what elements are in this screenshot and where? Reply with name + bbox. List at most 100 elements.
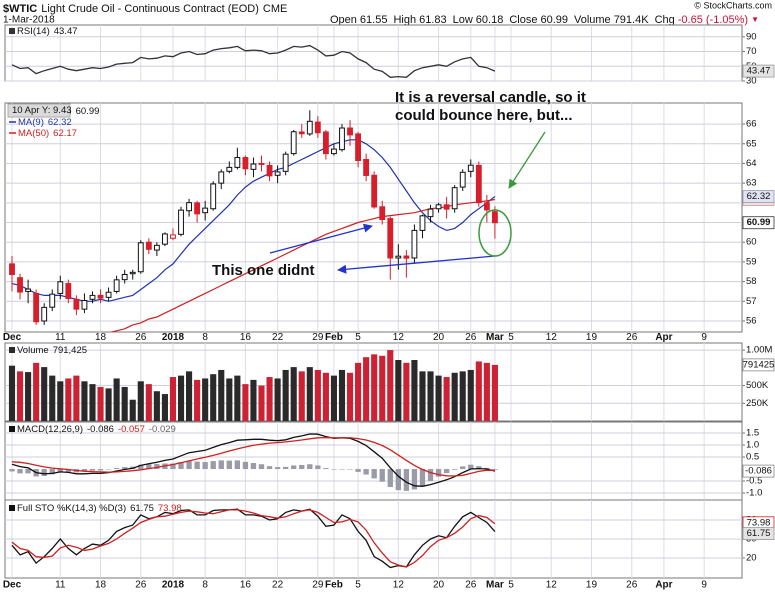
quote-value: 61.83 <box>419 14 447 26</box>
volume-bar <box>306 367 313 421</box>
legend-item: 62.17 <box>53 128 77 139</box>
volume-bar <box>97 386 104 421</box>
histogram-bar <box>363 469 369 475</box>
candle-body <box>41 306 48 322</box>
histogram-bar <box>452 469 458 470</box>
x-tick-label: 26 <box>135 580 147 591</box>
plots: 9070503056575859606162636465661.00M500K2… <box>3 24 775 591</box>
histogram-bar <box>49 469 55 475</box>
histogram-bar <box>258 464 265 470</box>
histogram-bar <box>476 466 482 470</box>
quote-label: High <box>393 14 416 26</box>
x-tick-label: 8 <box>202 580 208 591</box>
x-tick-label: 2018 <box>162 332 185 343</box>
plot-area <box>11 44 496 78</box>
histogram-bar <box>122 467 128 470</box>
y-tick-label: 63 <box>746 178 757 189</box>
candle-body <box>282 153 289 172</box>
volume-bar <box>129 399 136 421</box>
volume-bar <box>266 377 273 421</box>
volume-bar <box>57 381 64 421</box>
arrow <box>337 255 496 274</box>
candle-body <box>250 163 257 170</box>
volume-bar <box>33 362 40 421</box>
candle-body <box>234 157 241 168</box>
candle-body <box>467 164 474 172</box>
y-tick-label: 64 <box>746 158 757 169</box>
volume-bar <box>89 384 96 421</box>
volume-bar <box>282 369 289 421</box>
candle-body <box>306 120 313 135</box>
symbol: $WTIC <box>3 3 37 15</box>
candle-body <box>17 277 23 293</box>
x-tick-label: Apr <box>655 332 672 343</box>
volume-bar <box>186 371 193 421</box>
x-tick-label: 12 <box>546 332 558 343</box>
y-tick-label: 1.00M <box>746 345 772 356</box>
x-tick-label: 16 <box>240 580 252 591</box>
value-tag-box <box>742 190 775 203</box>
candle-body <box>105 291 112 298</box>
volume-bar <box>65 378 72 421</box>
value-tag: -0.086 <box>745 466 772 477</box>
arrow <box>269 223 373 254</box>
arrow <box>508 131 546 189</box>
candle-body <box>355 133 362 161</box>
legend-swatch <box>9 426 15 432</box>
x-tick-label: 19 <box>586 580 598 591</box>
volume-bar <box>169 377 177 421</box>
candle-body <box>483 202 490 211</box>
candle-body <box>73 298 80 310</box>
histogram-bar <box>154 464 160 470</box>
histogram-bar <box>331 469 337 470</box>
source: © StockCharts.com <box>694 0 772 10</box>
volume-bar <box>105 388 112 421</box>
candle-body <box>443 204 450 210</box>
histogram-bar <box>299 464 305 470</box>
x-tick-label: 26 <box>626 580 638 591</box>
candle-body <box>49 293 56 308</box>
histogram-bar <box>170 463 176 470</box>
x-tick-label: 18 <box>95 580 107 591</box>
histogram-bar <box>105 469 112 470</box>
candle-body <box>81 299 88 310</box>
candle-body <box>266 164 273 177</box>
candle-body <box>314 121 321 134</box>
value-tag-box <box>742 358 775 372</box>
y-tick-label: 1.5 <box>746 428 759 439</box>
volume-bar <box>49 375 56 421</box>
histogram-bar <box>460 466 466 470</box>
legend-item: MACD(12,26,9) <box>17 424 83 435</box>
value-tag-box <box>742 527 775 540</box>
volume-bar <box>459 371 466 421</box>
legend-item: -0.086 <box>87 424 114 435</box>
volume-bar <box>153 391 160 421</box>
legend-item: 60.99 <box>76 106 100 117</box>
legend-swatch <box>9 28 15 34</box>
histogram-bar <box>242 461 249 470</box>
volume-bar <box>435 375 442 421</box>
histogram-bar <box>403 469 410 491</box>
value-tag-box <box>742 216 775 230</box>
histogram-bar <box>379 469 385 482</box>
quote-label: Chg <box>655 14 675 26</box>
candle-body <box>258 162 265 165</box>
x-tick-label: 5 <box>508 332 514 343</box>
candle-body <box>178 209 184 235</box>
candle-body <box>411 229 418 259</box>
candle-body <box>242 157 249 170</box>
value-tag-box <box>742 64 775 78</box>
x-tick-label: 12 <box>393 580 405 591</box>
histogram-bar <box>25 469 31 474</box>
y-tick-label: 58 <box>746 276 757 287</box>
indicator-line <box>11 508 496 569</box>
legend-item: -0.029 <box>149 424 176 435</box>
y-tick-label: 1.0 <box>746 440 759 451</box>
candle-body <box>298 131 305 135</box>
volume-bar <box>145 384 152 421</box>
volume-bar <box>210 374 217 421</box>
volume-bar <box>202 378 209 421</box>
x-tick-label: Mar <box>486 332 504 343</box>
histogram-bar <box>113 468 120 470</box>
